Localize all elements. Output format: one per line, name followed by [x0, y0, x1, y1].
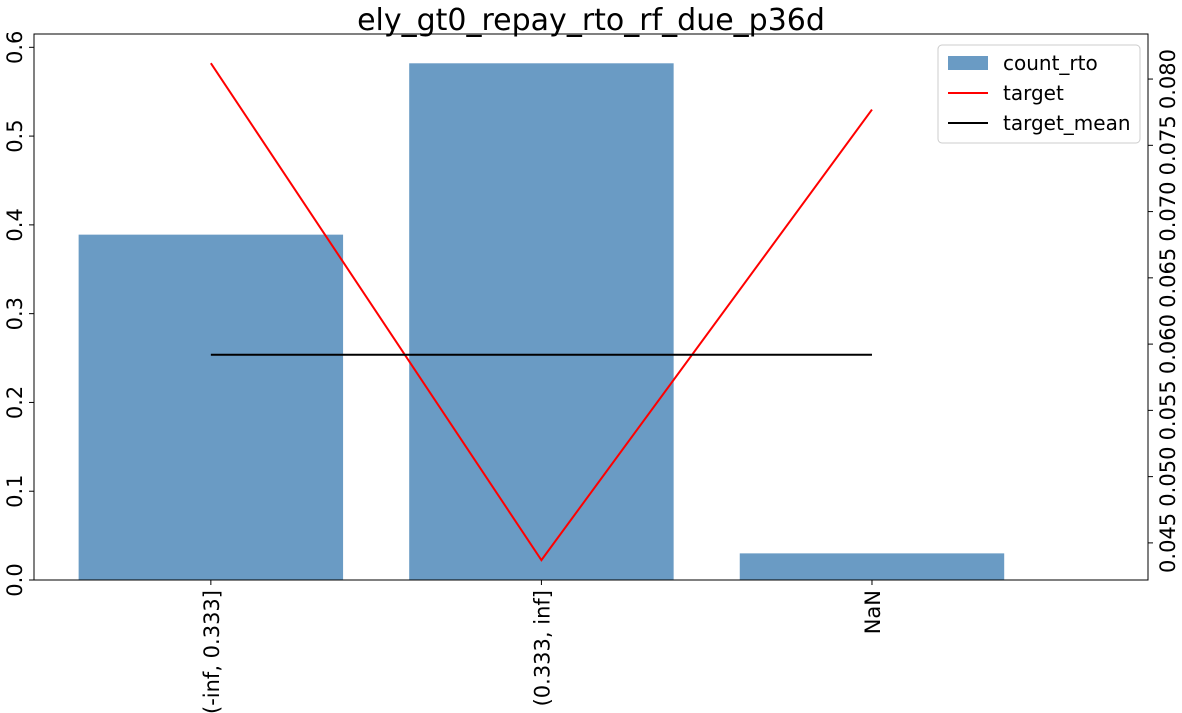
- right-tick-label-2: 0.055: [1156, 380, 1180, 440]
- legend-label-count_rto: count_rto: [1003, 51, 1098, 75]
- right-tick-label-6: 0.075: [1156, 115, 1180, 175]
- chart-title: ely_gt0_repay_rto_rf_due_p36d: [357, 3, 825, 38]
- legend-label-target: target: [1003, 81, 1064, 105]
- bar-count_rto-1: [409, 63, 674, 581]
- lines-layer: [210, 62, 873, 562]
- left-tick-label-0: 0.0: [3, 563, 27, 596]
- right-tick-label-5: 0.070: [1156, 182, 1180, 242]
- right-y-axis: 0.045 0.050 0.055 0.060 0.065 0.070 0.075 0.080: [1148, 49, 1180, 573]
- right-tick-label-1: 0.050: [1156, 447, 1180, 507]
- left-tick-label-3: 0.3: [3, 297, 27, 330]
- left-tick-label-5: 0.5: [3, 119, 27, 152]
- legend-label-target_mean: target_mean: [1003, 111, 1131, 135]
- legend-box: [937, 44, 1141, 144]
- plot-frame: [33, 33, 1149, 581]
- bar-count_rto-2: [739, 553, 1005, 580]
- left-tick-label-6: 0.6: [3, 31, 27, 64]
- legend-swatch-count_rto: [948, 56, 988, 70]
- right-tick-label-7: 0.080: [1156, 49, 1180, 109]
- bars-layer: [78, 63, 1005, 581]
- x-tick-label-1: (0.333, inf]: [530, 590, 554, 706]
- left-tick-label-1: 0.1: [3, 475, 27, 508]
- right-tick-label-3: 0.060: [1156, 314, 1180, 374]
- left-tick-label-4: 0.4: [3, 208, 27, 241]
- right-tick-label-0: 0.045: [1156, 513, 1180, 573]
- x-tick-label-0: (-inf, 0.333]: [200, 590, 224, 713]
- x-axis: (-inf, 0.333] (0.333, inf] NaN: [200, 580, 885, 713]
- line-target: [210, 62, 873, 562]
- bar-count_rto-0: [78, 234, 344, 580]
- x-tick-label-2: NaN: [861, 590, 885, 634]
- left-tick-label-2: 0.2: [3, 386, 27, 419]
- left-y-axis: 0.0 0.1 0.2 0.3 0.4 0.5 0.6: [3, 31, 34, 597]
- right-tick-label-4: 0.065: [1156, 248, 1180, 308]
